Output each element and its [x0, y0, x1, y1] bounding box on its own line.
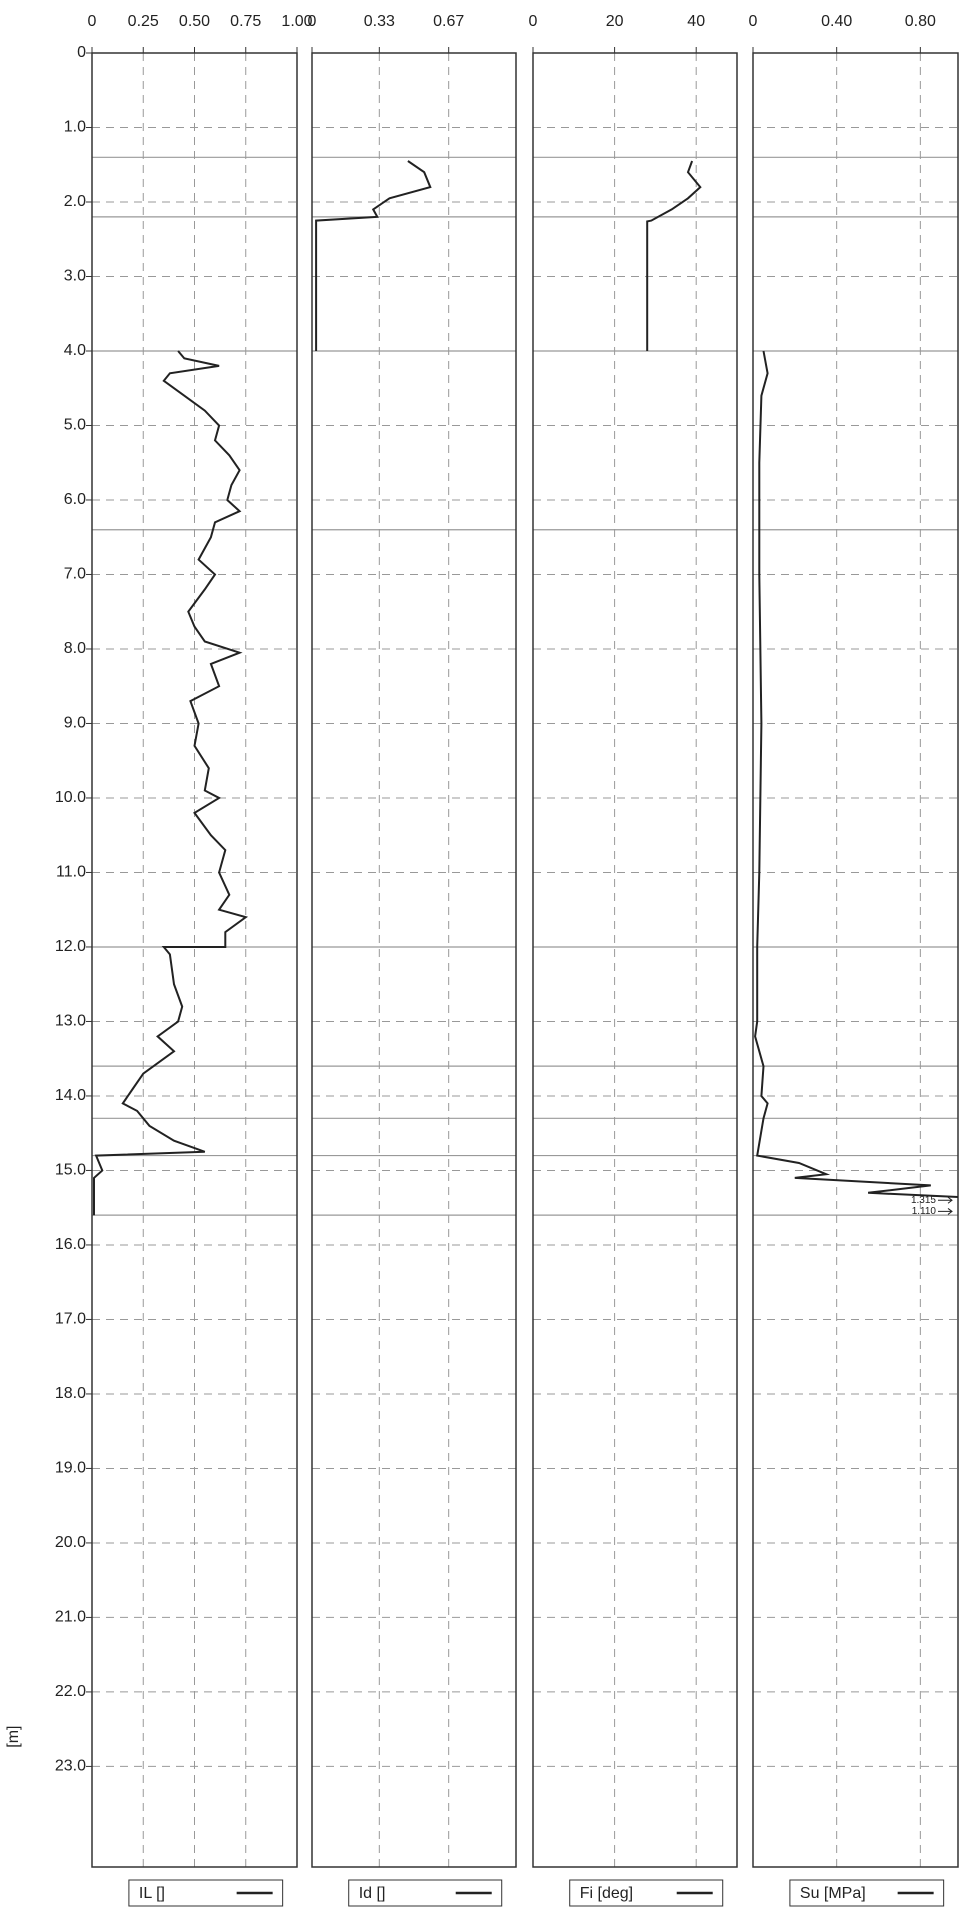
- clip-arrow: [938, 1196, 953, 1204]
- y-tick-label: 20.0: [55, 1534, 86, 1551]
- y-tick-label: 12.0: [55, 938, 86, 955]
- x-tick-label: 0.80: [905, 13, 936, 30]
- y-tick-label: 11.0: [56, 864, 86, 881]
- y-tick-label: 18.0: [55, 1385, 86, 1402]
- y-tick-label: 19.0: [55, 1460, 86, 1477]
- x-tick-label: 0.50: [179, 13, 210, 30]
- y-tick-label: 22.0: [55, 1683, 86, 1700]
- data-line: [315, 160, 432, 351]
- x-tick-label: 0.67: [433, 13, 464, 30]
- y-tick-label: 14.0: [55, 1087, 86, 1104]
- y-tick-label: 8.0: [64, 640, 86, 657]
- x-tick-label: 1.00: [281, 13, 312, 30]
- y-tick-label: 7.0: [64, 566, 86, 583]
- legend-label: Fi [deg]: [580, 1885, 633, 1902]
- legend-label: IL []: [139, 1885, 165, 1902]
- y-tick-label: 23.0: [55, 1758, 86, 1775]
- y-tick-label: 6.0: [64, 491, 86, 508]
- panel-frame: [532, 52, 738, 1868]
- x-tick-label: 20: [606, 13, 624, 30]
- legend-label: Su [MPa]: [800, 1885, 866, 1902]
- data-line: [93, 350, 249, 1216]
- y-tick-label: 9.0: [64, 715, 86, 732]
- x-tick-label: 0: [529, 13, 538, 30]
- y-tick-label: 10.0: [55, 789, 86, 806]
- x-tick-label: 0.25: [128, 13, 159, 30]
- clip-arrow: [938, 1208, 953, 1215]
- panel-frame: [311, 52, 517, 1868]
- y-tick-label: 3.0: [64, 268, 86, 285]
- y-tick-label: 13.0: [55, 1013, 86, 1030]
- annotation: 1.315: [911, 1195, 936, 1206]
- x-tick-label: 0.40: [821, 13, 852, 30]
- y-tick-label: 1.0: [64, 119, 86, 136]
- y-tick-label: 5.0: [64, 417, 86, 434]
- y-tick-label: 0: [77, 44, 86, 61]
- x-tick-label: 0: [308, 13, 317, 30]
- annotation: 1.110: [912, 1206, 937, 1217]
- y-tick-label: 16.0: [55, 1236, 86, 1253]
- panel-frame: [91, 52, 298, 1868]
- x-tick-label: 40: [687, 13, 705, 30]
- y-tick-label: 15.0: [55, 1162, 86, 1179]
- data-line: [646, 160, 702, 351]
- x-tick-label: 0: [88, 13, 97, 30]
- y-tick-label: 4.0: [64, 342, 86, 359]
- x-tick-label: 0.75: [230, 13, 261, 30]
- y-tick-label: 2.0: [64, 193, 86, 210]
- y-tick-label: 21.0: [55, 1609, 86, 1626]
- x-tick-label: 0.33: [364, 13, 395, 30]
- x-tick-label: 0: [749, 13, 758, 30]
- y-tick-label: 17.0: [55, 1311, 86, 1328]
- legend-label: Id []: [359, 1885, 386, 1902]
- panel-frame: [752, 52, 959, 1868]
- y-axis-label: [m]: [5, 1726, 22, 1748]
- data-line: [754, 350, 958, 1199]
